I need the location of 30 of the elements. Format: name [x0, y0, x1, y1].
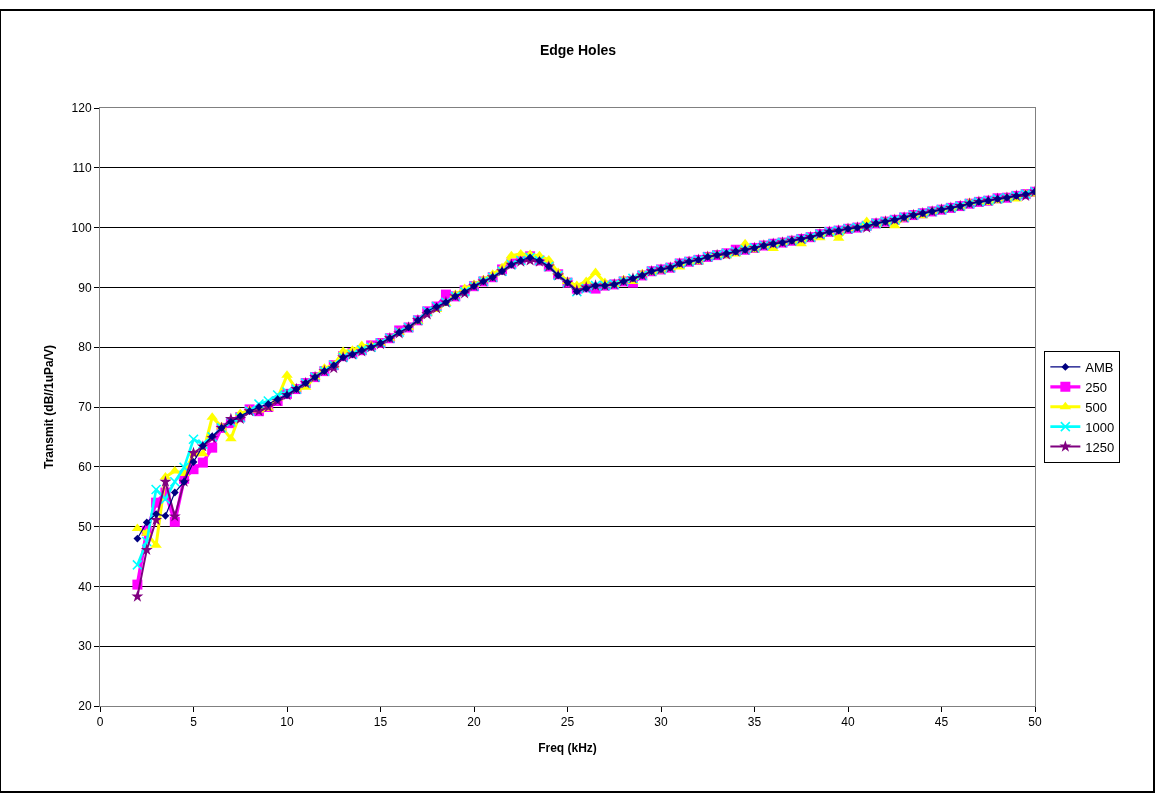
- x-tick-label: 25: [560, 715, 575, 730]
- x-tick-label: 30: [654, 715, 668, 730]
- y-tick-label: 50: [78, 519, 92, 534]
- x-tick-label: 10: [280, 715, 294, 730]
- x-tick-label: 15: [373, 715, 388, 730]
- x-tick-label: 45: [934, 715, 949, 730]
- x-tick-label: 35: [747, 715, 762, 730]
- y-tick-label: 60: [78, 460, 92, 474]
- legend-label: 500: [1085, 399, 1108, 415]
- x-tick-label: 5: [190, 715, 198, 730]
- y-tick-label: 70: [78, 400, 92, 415]
- y-tick-label: 120: [71, 101, 92, 116]
- y-tick-label: 30: [78, 639, 92, 654]
- x-tick-label: 0: [96, 715, 104, 730]
- y-tick-label: 90: [78, 280, 92, 295]
- x-axis-title: Freq (kHz): [538, 741, 597, 756]
- y-tick-label: 80: [78, 340, 92, 355]
- legend-label: 250: [1085, 379, 1108, 395]
- y-axis-title: Transmit (dB//1uPa/V): [41, 344, 56, 470]
- y-tick-label: 40: [78, 579, 92, 594]
- x-tick-label: 20: [467, 715, 481, 730]
- y-tick-label: 100: [71, 220, 92, 235]
- legend-label: AMB: [1085, 360, 1114, 376]
- chart-title: Edge Holes: [539, 41, 617, 58]
- legend-label: 1250: [1085, 439, 1115, 455]
- y-tick-label: 110: [72, 161, 92, 175]
- x-tick-label: 50: [1028, 715, 1042, 730]
- legend-label: 1000: [1085, 419, 1115, 435]
- x-tick-label: 40: [841, 715, 855, 730]
- y-tick-label: 20: [78, 699, 92, 714]
